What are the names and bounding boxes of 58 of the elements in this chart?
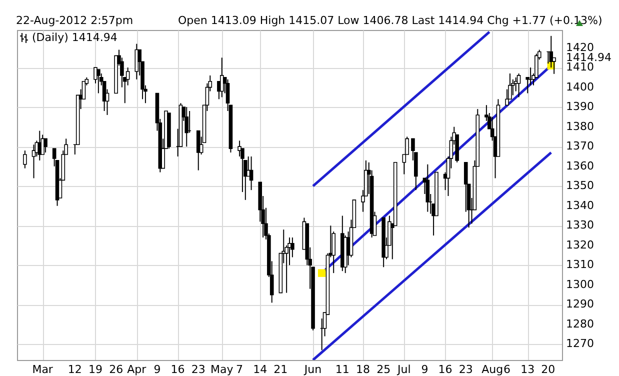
chart-subtitle: 22-Aug-2012 2:57pm xyxy=(16,14,134,27)
x-tick-label: 11 xyxy=(335,363,350,376)
candlestick xyxy=(32,144,36,179)
y-tick-label: 1370 xyxy=(566,140,594,153)
x-tick-label: 23 xyxy=(191,363,206,376)
x-tick-label: Apr xyxy=(127,363,147,376)
candlestick xyxy=(426,164,430,212)
x-tick-label: 9 xyxy=(154,363,161,376)
x-tick-label: 9 xyxy=(421,363,428,376)
candlestick xyxy=(505,88,509,106)
candlestick xyxy=(514,76,518,92)
candlestick xyxy=(126,67,130,86)
y-tick-label: 1320 xyxy=(566,238,594,252)
candlestick xyxy=(196,130,200,171)
x-tick-label: 20 xyxy=(541,363,556,376)
y-tick-label: 1380 xyxy=(566,120,594,133)
x-tick-label: 13 xyxy=(520,363,535,376)
x-tick-label: May xyxy=(210,363,234,376)
y-tick-label: 1390 xyxy=(566,100,594,114)
annotation: (Daily) 1414.94 xyxy=(32,31,118,44)
y-tick-label: 1400 xyxy=(566,80,594,94)
candlestick xyxy=(249,156,254,191)
x-tick-label: Mar xyxy=(32,363,54,376)
candlestick xyxy=(184,106,189,148)
text: Open 1413.09 High 1415.07 Low 1406.78 Last 1414.94 Chg +1.77 (+0.13%) xyxy=(178,14,602,27)
x-tick-label: 21 xyxy=(274,363,288,376)
x-tick-label: Jun xyxy=(303,363,322,376)
candlestick xyxy=(516,72,521,98)
y-tick-label: 1360 xyxy=(566,159,594,172)
y-tick-label: 1280 xyxy=(566,317,594,330)
x-tick-label: 25 xyxy=(376,363,391,376)
y-tick-label: 1330 xyxy=(566,218,594,232)
y-tick-label: 1270 xyxy=(566,337,594,350)
x-tick-label: 19 xyxy=(88,363,102,376)
candlestick xyxy=(96,69,100,94)
x-tick-label: 7 xyxy=(236,363,244,376)
y-tick-label: 1310 xyxy=(566,258,594,272)
y-tick-label: 1300 xyxy=(566,278,594,291)
x-tick-label: 23 xyxy=(458,363,473,376)
candlestick xyxy=(23,150,27,169)
x-tick-label: 6 xyxy=(504,363,511,376)
x-tick-label: 14 xyxy=(253,363,268,376)
x-tick-label: 26 xyxy=(109,363,124,376)
x-tick-label: 16 xyxy=(438,363,452,376)
candlestick xyxy=(134,43,139,80)
x-tick-label: Aug xyxy=(482,363,504,376)
x-tick-label: 18 xyxy=(356,363,370,376)
y-tick-label: 1290 xyxy=(566,298,594,311)
candlestick xyxy=(44,138,48,154)
x-tick-label: 12 xyxy=(68,363,82,376)
x-tick-label: 16 xyxy=(170,363,185,376)
candlestick xyxy=(220,57,224,98)
candlestick xyxy=(238,140,242,157)
candlestick xyxy=(549,35,554,68)
y-tick-label: 1350 xyxy=(566,179,594,192)
y-tick-label: 1340 xyxy=(566,198,594,212)
x-tick-label: Jul xyxy=(396,363,411,376)
candlestick xyxy=(464,162,468,212)
